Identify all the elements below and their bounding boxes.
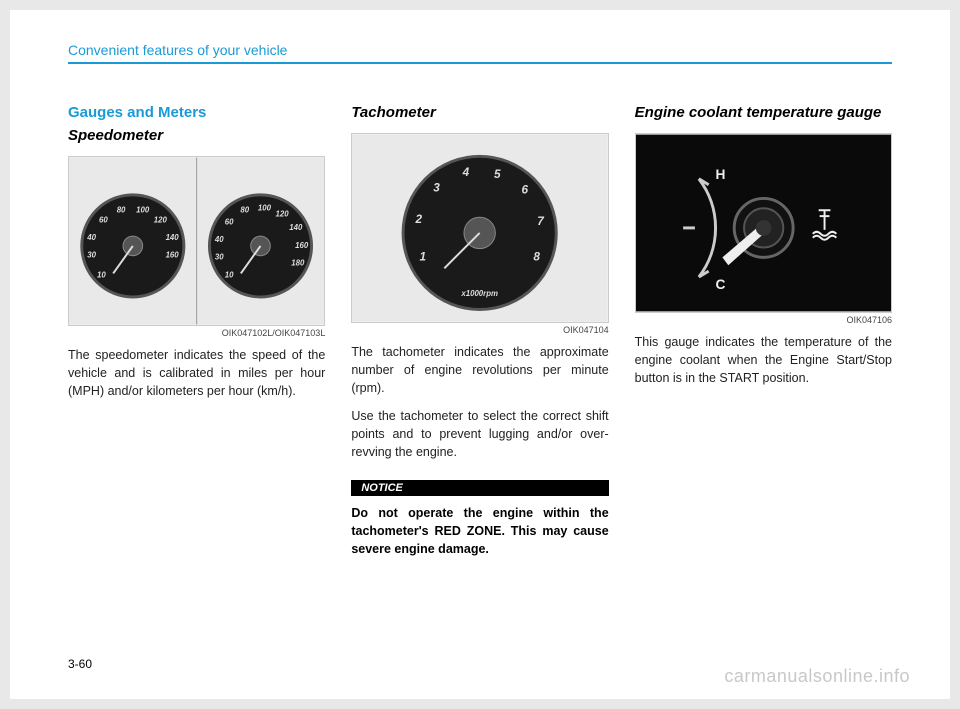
column-3: Engine coolant temperature gauge H C	[635, 104, 892, 558]
page: Convenient features of your vehicle Gaug…	[10, 10, 950, 699]
svg-text:100: 100	[136, 205, 150, 214]
svg-text:100: 100	[258, 203, 272, 212]
svg-text:C: C	[715, 277, 725, 292]
svg-text:30: 30	[87, 250, 96, 259]
svg-text:3: 3	[434, 181, 441, 194]
svg-text:120: 120	[276, 209, 290, 218]
header-rule	[68, 62, 892, 64]
content-columns: Gauges and Meters Speedometer 10 30 40 6…	[68, 104, 892, 558]
svg-text:10: 10	[225, 270, 234, 279]
column-1: Gauges and Meters Speedometer 10 30 40 6…	[68, 104, 325, 558]
svg-text:160: 160	[295, 241, 309, 250]
svg-text:x1000rpm: x1000rpm	[461, 289, 499, 298]
page-number: 3-60	[68, 657, 92, 671]
svg-text:160: 160	[166, 250, 180, 259]
svg-text:10: 10	[97, 270, 106, 279]
svg-text:60: 60	[99, 215, 108, 224]
speedometer-svg: 10 30 40 60 80 100 120 140 160	[69, 157, 324, 325]
coolant-svg: H C	[636, 134, 891, 312]
svg-text:140: 140	[166, 233, 180, 242]
column-2: Tachometer 1 2 3 4 5 6 7 8	[351, 104, 608, 558]
notice-label: NOTICE	[351, 480, 608, 496]
figure-caption-3: OIK047106	[635, 315, 892, 325]
coolant-body: This gauge indicates the tempera­ture of…	[635, 333, 892, 387]
subsection-coolant: Engine coolant temperature gauge	[635, 104, 892, 123]
svg-text:30: 30	[215, 252, 224, 261]
speedometer-body: The speedometer indicates the speed of t…	[68, 346, 325, 400]
svg-text:1: 1	[420, 250, 427, 263]
subsection-tachometer: Tachometer	[351, 104, 608, 123]
svg-text:2: 2	[415, 213, 423, 226]
svg-text:60: 60	[225, 217, 234, 226]
tachometer-svg: 1 2 3 4 5 6 7 8 x1000rpm	[352, 134, 607, 322]
svg-text:H: H	[715, 167, 725, 182]
section-title: Gauges and Meters	[68, 104, 325, 121]
figure-caption-2: OIK047104	[351, 325, 608, 335]
chapter-header: Convenient features of your vehicle	[68, 42, 892, 62]
tachometer-body-2: Use the tachometer to select the cor­rec…	[351, 407, 608, 461]
figure-tachometer: 1 2 3 4 5 6 7 8 x1000rpm	[351, 133, 608, 323]
figure-speedometer: 10 30 40 60 80 100 120 140 160	[68, 156, 325, 326]
svg-text:80: 80	[117, 205, 126, 214]
watermark: carmanualsonline.info	[724, 666, 910, 687]
svg-text:6: 6	[522, 183, 529, 196]
svg-text:40: 40	[214, 235, 224, 244]
svg-text:5: 5	[494, 168, 501, 181]
svg-text:180: 180	[291, 258, 305, 267]
svg-text:120: 120	[154, 215, 168, 224]
tachometer-body-1: The tachometer indicates the approximate…	[351, 343, 608, 397]
figure-caption-1: OIK047102L/OIK047103L	[68, 328, 325, 338]
notice-text: Do not operate the engine within the tac…	[351, 504, 608, 558]
figure-coolant: H C	[635, 133, 892, 313]
svg-text:4: 4	[462, 166, 470, 179]
svg-text:7: 7	[538, 215, 545, 228]
subsection-speedometer: Speedometer	[68, 127, 325, 146]
svg-text:8: 8	[534, 250, 541, 263]
svg-text:80: 80	[240, 205, 249, 214]
svg-text:140: 140	[289, 223, 303, 232]
svg-text:40: 40	[86, 233, 96, 242]
